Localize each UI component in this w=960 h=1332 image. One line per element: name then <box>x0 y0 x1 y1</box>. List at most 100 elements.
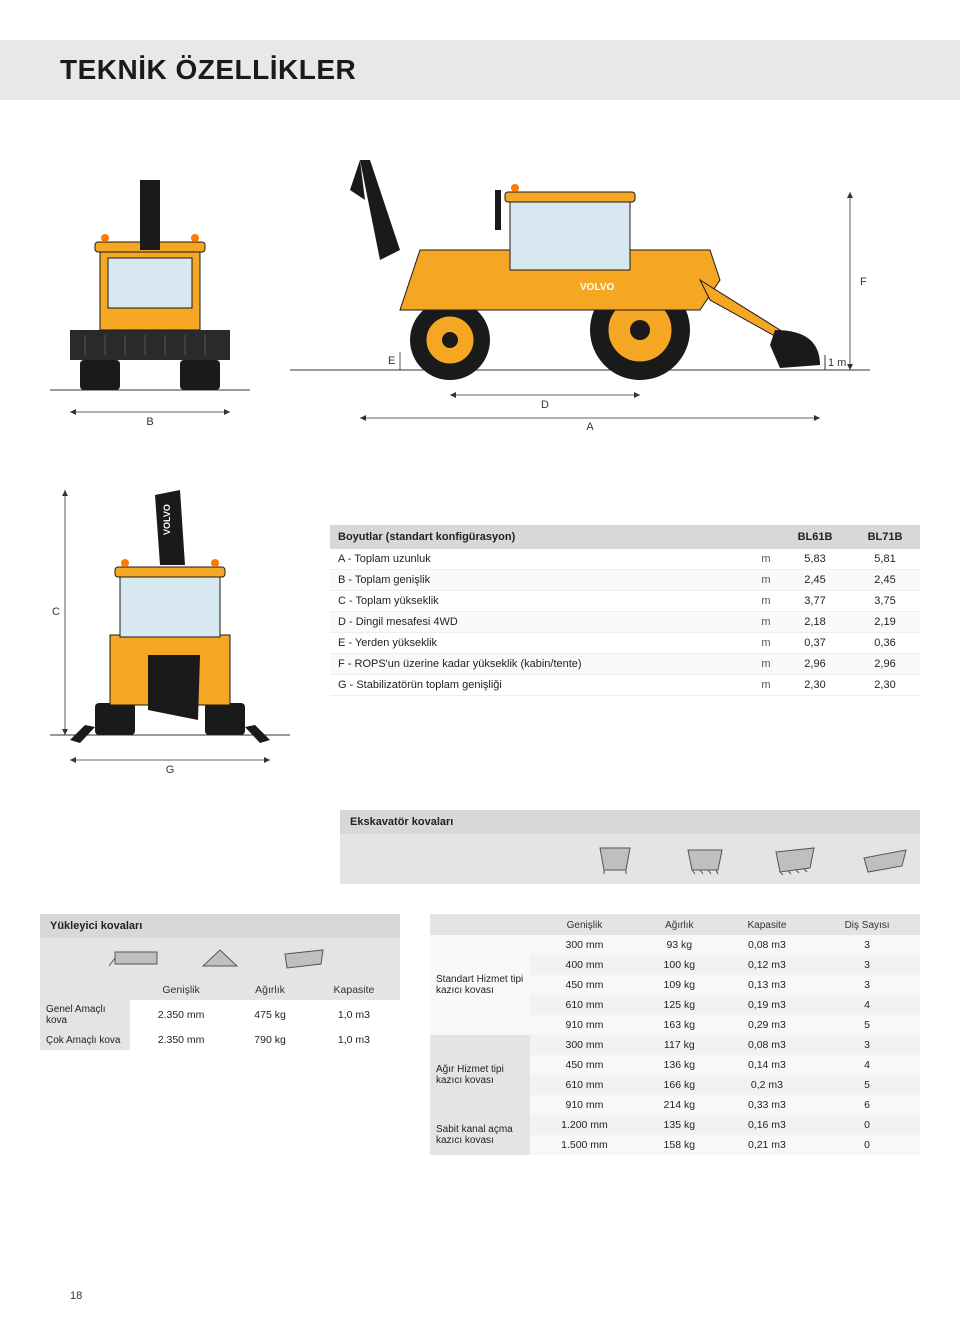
spec-v1: 2,18 <box>780 612 850 633</box>
exc-col-teeth: Diş Sayısı <box>814 914 920 935</box>
exc-group-label: Ağır Hizmet tipi kazıcı kovası <box>430 1035 530 1115</box>
exc-row-capacity: 0,33 m3 <box>720 1095 814 1115</box>
exc-row-capacity: 0,08 m3 <box>720 935 814 955</box>
spec-label: B - Toplam genişlik <box>330 570 752 591</box>
dim-G: G <box>166 764 175 776</box>
spec-v2: 0,36 <box>850 633 920 654</box>
exc-row-weight: 93 kg <box>639 935 720 955</box>
spec-v1: 3,77 <box>780 591 850 612</box>
bucket-icon-3 <box>770 842 820 876</box>
spec-label: F - ROPS'un üzerine kadar yükseklik (kab… <box>330 654 752 675</box>
exc-row-teeth: 3 <box>814 1035 920 1055</box>
exc-row-teeth: 0 <box>814 1115 920 1135</box>
table-row: Ağır Hizmet tipi kazıcı kovası300 mm117 … <box>430 1035 920 1055</box>
exc-row-weight: 117 kg <box>639 1035 720 1055</box>
loader-row-width: 2.350 mm <box>130 1030 232 1050</box>
exc-row-weight: 214 kg <box>639 1095 720 1115</box>
exc-row-width: 610 mm <box>530 995 639 1015</box>
loader-icon-1 <box>109 944 163 972</box>
side-view-diagram: VOLVO E D A F 1 <box>280 130 880 435</box>
exc-row-width: 300 mm <box>530 935 639 955</box>
spec-v2: 2,19 <box>850 612 920 633</box>
exc-col-weight: Ağırlık <box>639 914 720 935</box>
spec-v1: 5,83 <box>780 549 850 570</box>
table-row: D - Dingil mesafesi 4WDm2,182,19 <box>330 612 920 633</box>
exc-row-teeth: 4 <box>814 995 920 1015</box>
spec-v1: 2,30 <box>780 675 850 696</box>
spec-v1: 2,96 <box>780 654 850 675</box>
exc-row-weight: 136 kg <box>639 1055 720 1075</box>
svg-text:VOLVO: VOLVO <box>580 282 614 293</box>
exc-row-teeth: 5 <box>814 1075 920 1095</box>
loader-bucket-icons <box>40 938 400 978</box>
exc-row-teeth: 3 <box>814 935 920 955</box>
spec-v2: 2,96 <box>850 654 920 675</box>
loader-col-weight: Ağırlık <box>232 978 308 1000</box>
spec-unit: m <box>752 549 780 570</box>
exc-row-weight: 135 kg <box>639 1115 720 1135</box>
loader-buckets-table: Genişlik Ağırlık Kapasite Genel Amaçlı k… <box>40 978 400 1050</box>
exc-row-width: 1.500 mm <box>530 1135 639 1155</box>
exc-row-width: 1.200 mm <box>530 1115 639 1135</box>
exc-row-width: 400 mm <box>530 955 639 975</box>
spec-v2: 3,75 <box>850 591 920 612</box>
spec-unit: m <box>752 633 780 654</box>
exc-row-teeth: 3 <box>814 975 920 995</box>
exc-row-weight: 125 kg <box>639 995 720 1015</box>
table-row: Standart Hizmet tipi kazıcı kovası300 mm… <box>430 935 920 955</box>
dim-D: D <box>541 399 549 411</box>
table-row: Çok Amaçlı kova2.350 mm790 kg1,0 m3 <box>40 1030 400 1050</box>
loader-row-width: 2.350 mm <box>130 1000 232 1030</box>
spec-label: A - Toplam uzunluk <box>330 549 752 570</box>
spec-v1: 2,45 <box>780 570 850 591</box>
exc-row-capacity: 0,29 m3 <box>720 1015 814 1035</box>
exc-row-capacity: 0,12 m3 <box>720 955 814 975</box>
one-meter-label: 1 m <box>828 357 846 369</box>
spec-unit: m <box>752 591 780 612</box>
exc-row-teeth: 0 <box>814 1135 920 1155</box>
loader-col-capacity: Kapasite <box>308 978 400 1000</box>
exc-row-teeth: 6 <box>814 1095 920 1115</box>
table-row: G - Stabilizatörün toplam genişliğim2,30… <box>330 675 920 696</box>
page-number: 18 <box>70 1290 82 1302</box>
spec-v2: 2,30 <box>850 675 920 696</box>
rear-view-diagram: B <box>40 150 260 435</box>
exc-row-teeth: 4 <box>814 1055 920 1075</box>
exc-row-width: 450 mm <box>530 975 639 995</box>
table-row: B - Toplam genişlikm2,452,45 <box>330 570 920 591</box>
spec-label: G - Stabilizatörün toplam genişliği <box>330 675 752 696</box>
spec-unit: m <box>752 675 780 696</box>
exc-row-weight: 163 kg <box>639 1015 720 1035</box>
exc-row-width: 910 mm <box>530 1095 639 1115</box>
exc-row-width: 450 mm <box>530 1055 639 1075</box>
exc-row-capacity: 0,21 m3 <box>720 1135 814 1155</box>
spec-v2: 5,81 <box>850 549 920 570</box>
exc-row-width: 610 mm <box>530 1075 639 1095</box>
dim-B: B <box>146 416 153 428</box>
page-title: TEKNİK ÖZELLİKLER <box>60 54 960 86</box>
exc-row-teeth: 5 <box>814 1015 920 1035</box>
exc-row-capacity: 0,2 m3 <box>720 1075 814 1095</box>
spec-label: D - Dingil mesafesi 4WD <box>330 612 752 633</box>
exc-row-weight: 100 kg <box>639 955 720 975</box>
exc-col-width: Genişlik <box>530 914 639 935</box>
loader-icon-3 <box>277 944 331 972</box>
table-row: A - Toplam uzunlukm5,835,81 <box>330 549 920 570</box>
excavator-bucket-icons <box>340 834 920 884</box>
exc-row-width: 910 mm <box>530 1015 639 1035</box>
table-row: F - ROPS'un üzerine kadar yükseklik (kab… <box>330 654 920 675</box>
loader-row-weight: 790 kg <box>232 1030 308 1050</box>
bucket-section: Yükleyici kovaları Genişlik Ağırlık Kapa… <box>40 914 920 1155</box>
loader-row-label: Genel Amaçlı kova <box>40 1000 130 1030</box>
loader-row-capacity: 1,0 m3 <box>308 1000 400 1030</box>
diagram-row-top: B <box>40 130 920 435</box>
dim-A: A <box>586 421 594 430</box>
exc-row-weight: 109 kg <box>639 975 720 995</box>
loader-row-capacity: 1,0 m3 <box>308 1030 400 1050</box>
table-row: Sabit kanal açma kazıcı kovası1.200 mm13… <box>430 1115 920 1135</box>
table-row: C - Toplam yükseklikm3,773,75 <box>330 591 920 612</box>
spec-label: C - Toplam yükseklik <box>330 591 752 612</box>
exc-col-capacity: Kapasite <box>720 914 814 935</box>
exc-row-capacity: 0,19 m3 <box>720 995 814 1015</box>
spec-v2: 2,45 <box>850 570 920 591</box>
